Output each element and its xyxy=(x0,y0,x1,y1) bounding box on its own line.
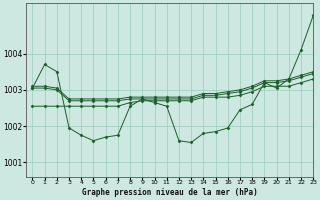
X-axis label: Graphe pression niveau de la mer (hPa): Graphe pression niveau de la mer (hPa) xyxy=(82,188,258,197)
